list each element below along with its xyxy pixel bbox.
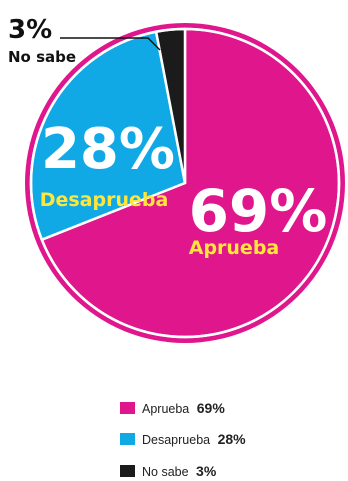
legend-swatch-desaprueba: [120, 433, 135, 445]
label-desaprueba-name: Desaprueba: [40, 189, 169, 211]
legend-value-desaprueba: 28%: [218, 431, 247, 447]
legend-label-no-sabe: No sabe 3%: [142, 463, 217, 479]
legend-swatch-aprueba: [120, 402, 135, 414]
label-no-sabe-name: No sabe: [8, 48, 76, 66]
label-desaprueba-value: 28%: [41, 117, 175, 182]
legend-value-no-sabe: 3%: [196, 463, 217, 479]
legend: Aprueba 69% Desaprueba 28% No sabe 3%: [120, 400, 246, 479]
label-aprueba-value: 69%: [189, 177, 328, 245]
legend-value-aprueba: 69%: [197, 400, 226, 416]
legend-label-desaprueba: Desaprueba 28%: [142, 431, 246, 447]
no-sabe-leader-line: [60, 37, 161, 51]
pie-inner-outline: [29, 27, 341, 339]
label-no-sabe-value: 3%: [8, 15, 52, 45]
label-aprueba-name: Aprueba: [189, 237, 280, 259]
legend-swatch-no-sabe: [120, 465, 135, 477]
legend-label-aprueba: Aprueba 69%: [142, 400, 225, 416]
